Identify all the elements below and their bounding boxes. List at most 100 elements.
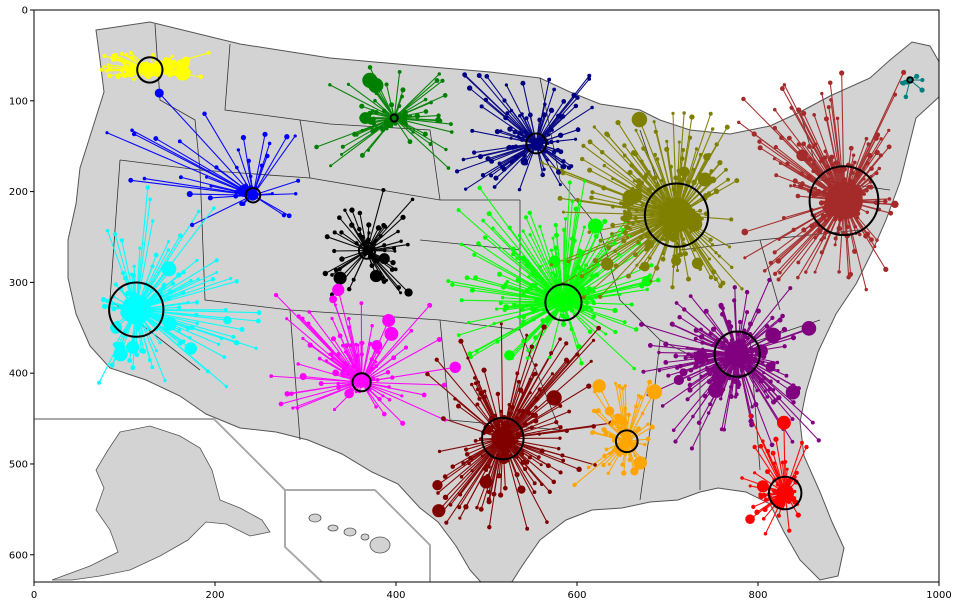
endpoint-marker	[626, 412, 631, 417]
endpoint-marker	[344, 343, 349, 349]
endpoint-marker	[336, 385, 342, 390]
endpoint-marker	[118, 56, 123, 61]
endpoint-marker	[829, 98, 833, 102]
endpoint-marker	[205, 369, 210, 374]
endpoint-marker	[409, 328, 414, 333]
endpoint-marker	[367, 231, 371, 235]
endpoint-marker	[259, 163, 265, 168]
endpoint-marker	[502, 98, 507, 103]
endpoint-marker	[185, 326, 191, 331]
endpoint-marker	[494, 307, 499, 311]
endpoint-marker	[400, 420, 406, 426]
spoke-line	[386, 84, 395, 119]
endpoint-marker	[216, 342, 221, 347]
endpoint-marker	[463, 447, 469, 452]
endpoint-marker	[499, 322, 503, 326]
endpoint-marker	[106, 63, 110, 67]
endpoint-marker	[369, 263, 375, 269]
endpoint-marker	[620, 462, 625, 467]
hub-fill	[249, 191, 257, 200]
endpoint-marker	[773, 107, 777, 112]
endpoint-marker	[687, 135, 693, 140]
endpoint-marker	[130, 128, 134, 133]
endpoint-marker	[186, 62, 191, 66]
endpoint-marker	[111, 305, 117, 312]
spoke-line	[502, 438, 548, 523]
endpoint-marker	[530, 270, 536, 276]
spoke-line	[366, 226, 386, 251]
spoke-line	[519, 235, 564, 303]
endpoint-marker	[782, 344, 787, 349]
endpoint-marker	[652, 175, 658, 180]
endpoint-marker	[499, 129, 503, 133]
endpoint-marker	[464, 275, 470, 281]
endpoint-marker	[100, 297, 107, 303]
endpoint-marker	[528, 232, 532, 237]
endpoint-marker	[796, 260, 801, 265]
endpoint-marker	[686, 376, 692, 382]
endpoint-marker	[142, 176, 147, 181]
endpoint-marker	[740, 287, 744, 291]
endpoint-marker	[557, 132, 564, 138]
endpoint-marker	[453, 397, 457, 401]
spoke-line	[252, 136, 288, 196]
endpoint-marker	[560, 453, 565, 458]
endpoint-marker	[489, 173, 494, 178]
endpoint-marker	[757, 139, 762, 144]
endpoint-marker	[291, 406, 295, 410]
spoke-line	[494, 301, 564, 325]
spoke-line	[563, 274, 651, 303]
spoke-line	[509, 227, 564, 303]
endpoint-marker	[470, 382, 474, 387]
endpoint-marker	[526, 348, 530, 353]
spoke-line	[361, 381, 445, 386]
endpoint-marker	[748, 418, 754, 424]
endpoint-marker	[617, 383, 622, 389]
endpoint-marker	[531, 373, 536, 377]
spoke-line	[361, 381, 446, 421]
endpoint-marker	[629, 302, 634, 307]
endpoint-marker	[437, 72, 441, 76]
endpoint-marker	[186, 300, 190, 304]
endpoint-marker	[819, 250, 824, 255]
endpoint-marker	[366, 383, 370, 387]
endpoint-marker	[522, 421, 528, 427]
endpoint-marker	[586, 465, 591, 470]
endpoint-marker	[436, 113, 441, 118]
endpoint-marker	[458, 492, 462, 496]
endpoint-marker	[818, 200, 825, 206]
endpoint-marker	[710, 343, 714, 347]
spoke-line	[593, 126, 677, 216]
spoke-line	[135, 199, 151, 310]
endpoint-marker	[537, 432, 542, 436]
endpoint-marker	[553, 245, 559, 251]
endpoint-marker	[795, 512, 801, 518]
endpoint-marker	[364, 115, 370, 120]
endpoint-marker	[373, 98, 377, 103]
y-tick-label: 0	[22, 6, 28, 17]
endpoint-marker	[801, 110, 807, 116]
endpoint-marker	[801, 141, 806, 147]
endpoint-marker	[848, 145, 854, 151]
endpoint-marker	[708, 331, 713, 336]
spoke-line	[563, 301, 637, 330]
endpoint-marker	[512, 129, 518, 135]
endpoint-marker	[626, 219, 631, 225]
spoke-line	[252, 194, 285, 216]
endpoint-marker	[587, 218, 603, 234]
endpoint-marker	[892, 92, 898, 97]
endpoint-marker	[550, 372, 555, 376]
endpoint-marker	[621, 470, 627, 476]
endpoint-marker	[486, 211, 492, 217]
endpoint-marker	[573, 137, 578, 141]
endpoint-marker	[592, 379, 606, 393]
endpoint-marker	[525, 356, 530, 360]
endpoint-marker	[743, 256, 747, 260]
endpoint-marker	[773, 144, 778, 150]
endpoint-marker	[509, 136, 513, 140]
endpoint-marker	[866, 142, 871, 147]
endpoint-marker	[528, 377, 532, 382]
endpoint-marker	[132, 77, 136, 81]
endpoint-marker	[328, 83, 332, 87]
hub-ring	[643, 182, 710, 248]
